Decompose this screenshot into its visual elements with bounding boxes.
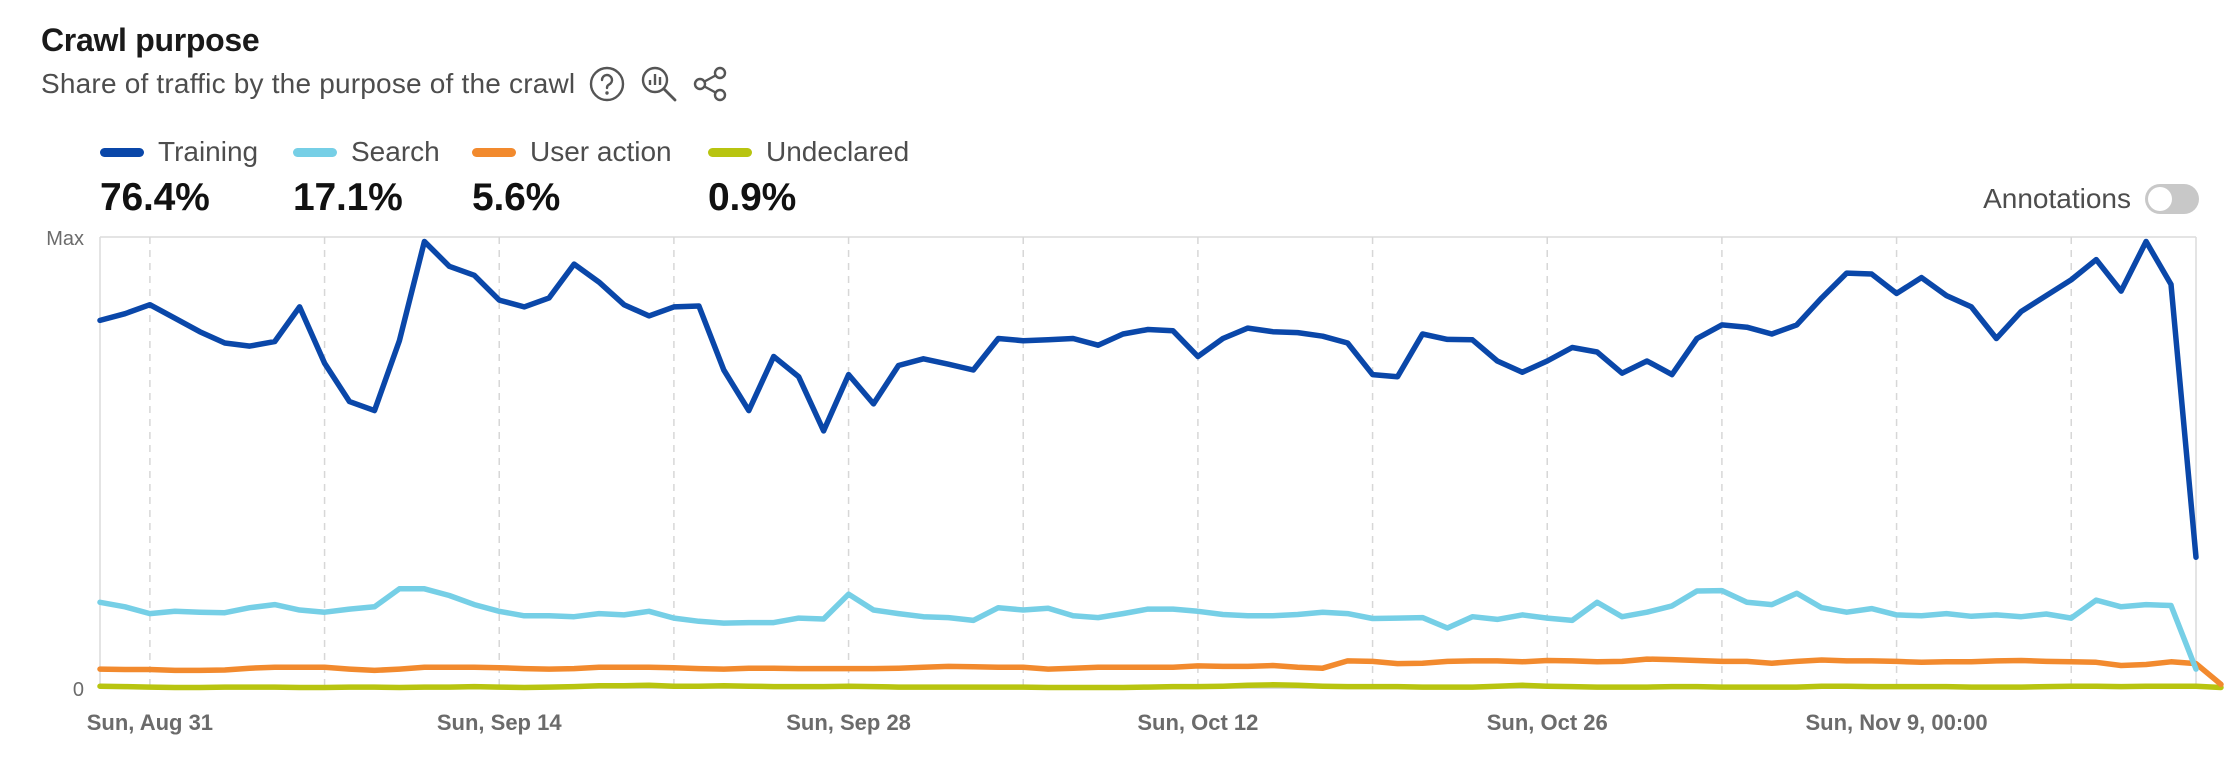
subtitle-row: Share of traffic by the purpose of the c… [41,64,731,104]
legend-label: Undeclared [766,136,910,167]
share-icon[interactable] [691,64,731,104]
x-tick-label: Sun, Oct 12 [1137,710,1258,735]
legend-value: 0.9% [708,176,797,219]
series-line-training [97,238,2199,560]
annotations-label: Annotations [1983,183,2131,214]
legend-value: 5.6% [472,176,561,219]
series-line-undeclared [97,682,2224,691]
chart-title: Crawl purpose [41,22,260,58]
x-tick-label: Sun, Nov 9, 00:00 [1805,710,1987,735]
legend-item-user-action[interactable]: User action 5.6% [472,136,708,220]
series-line-user-action [97,656,2224,688]
legend-swatch-undeclared [708,147,752,157]
series-line-search [97,586,2199,672]
legend-swatch-search [293,147,337,157]
legend-label: Search [351,136,440,167]
legend-item-search[interactable]: Search 17.1% [293,136,472,220]
legend-item-undeclared[interactable]: Undeclared 0.9% [708,136,928,220]
legend-swatch-training [100,147,144,157]
x-tick-label: Sun, Aug 31 [87,710,213,735]
annotations-control: Annotations [1983,183,2199,215]
x-tick-label: Sun, Sep 28 [786,710,911,735]
chart-subtitle: Share of traffic by the purpose of the c… [41,68,576,99]
y-tick-label-zero: 0 [73,679,84,701]
legend-value: 76.4% [100,176,210,219]
toggle-knob [2148,187,2172,211]
x-tick-label: Sun, Sep 14 [437,710,562,735]
legend-swatch-user-action [472,147,516,157]
legend-item-training[interactable]: Training 76.4% [100,136,293,220]
y-tick-label-max: Max [46,228,84,250]
legend-value: 17.1% [293,176,403,219]
annotations-toggle[interactable] [2145,184,2199,214]
legend-label: Training [158,136,259,167]
explore-icon[interactable] [639,64,679,104]
x-tick-label: Sun, Oct 26 [1487,710,1608,735]
help-icon[interactable] [587,64,627,104]
legend-label: User action [530,136,672,167]
legend: Training 76.4% Search 17.1% User action … [100,136,928,220]
